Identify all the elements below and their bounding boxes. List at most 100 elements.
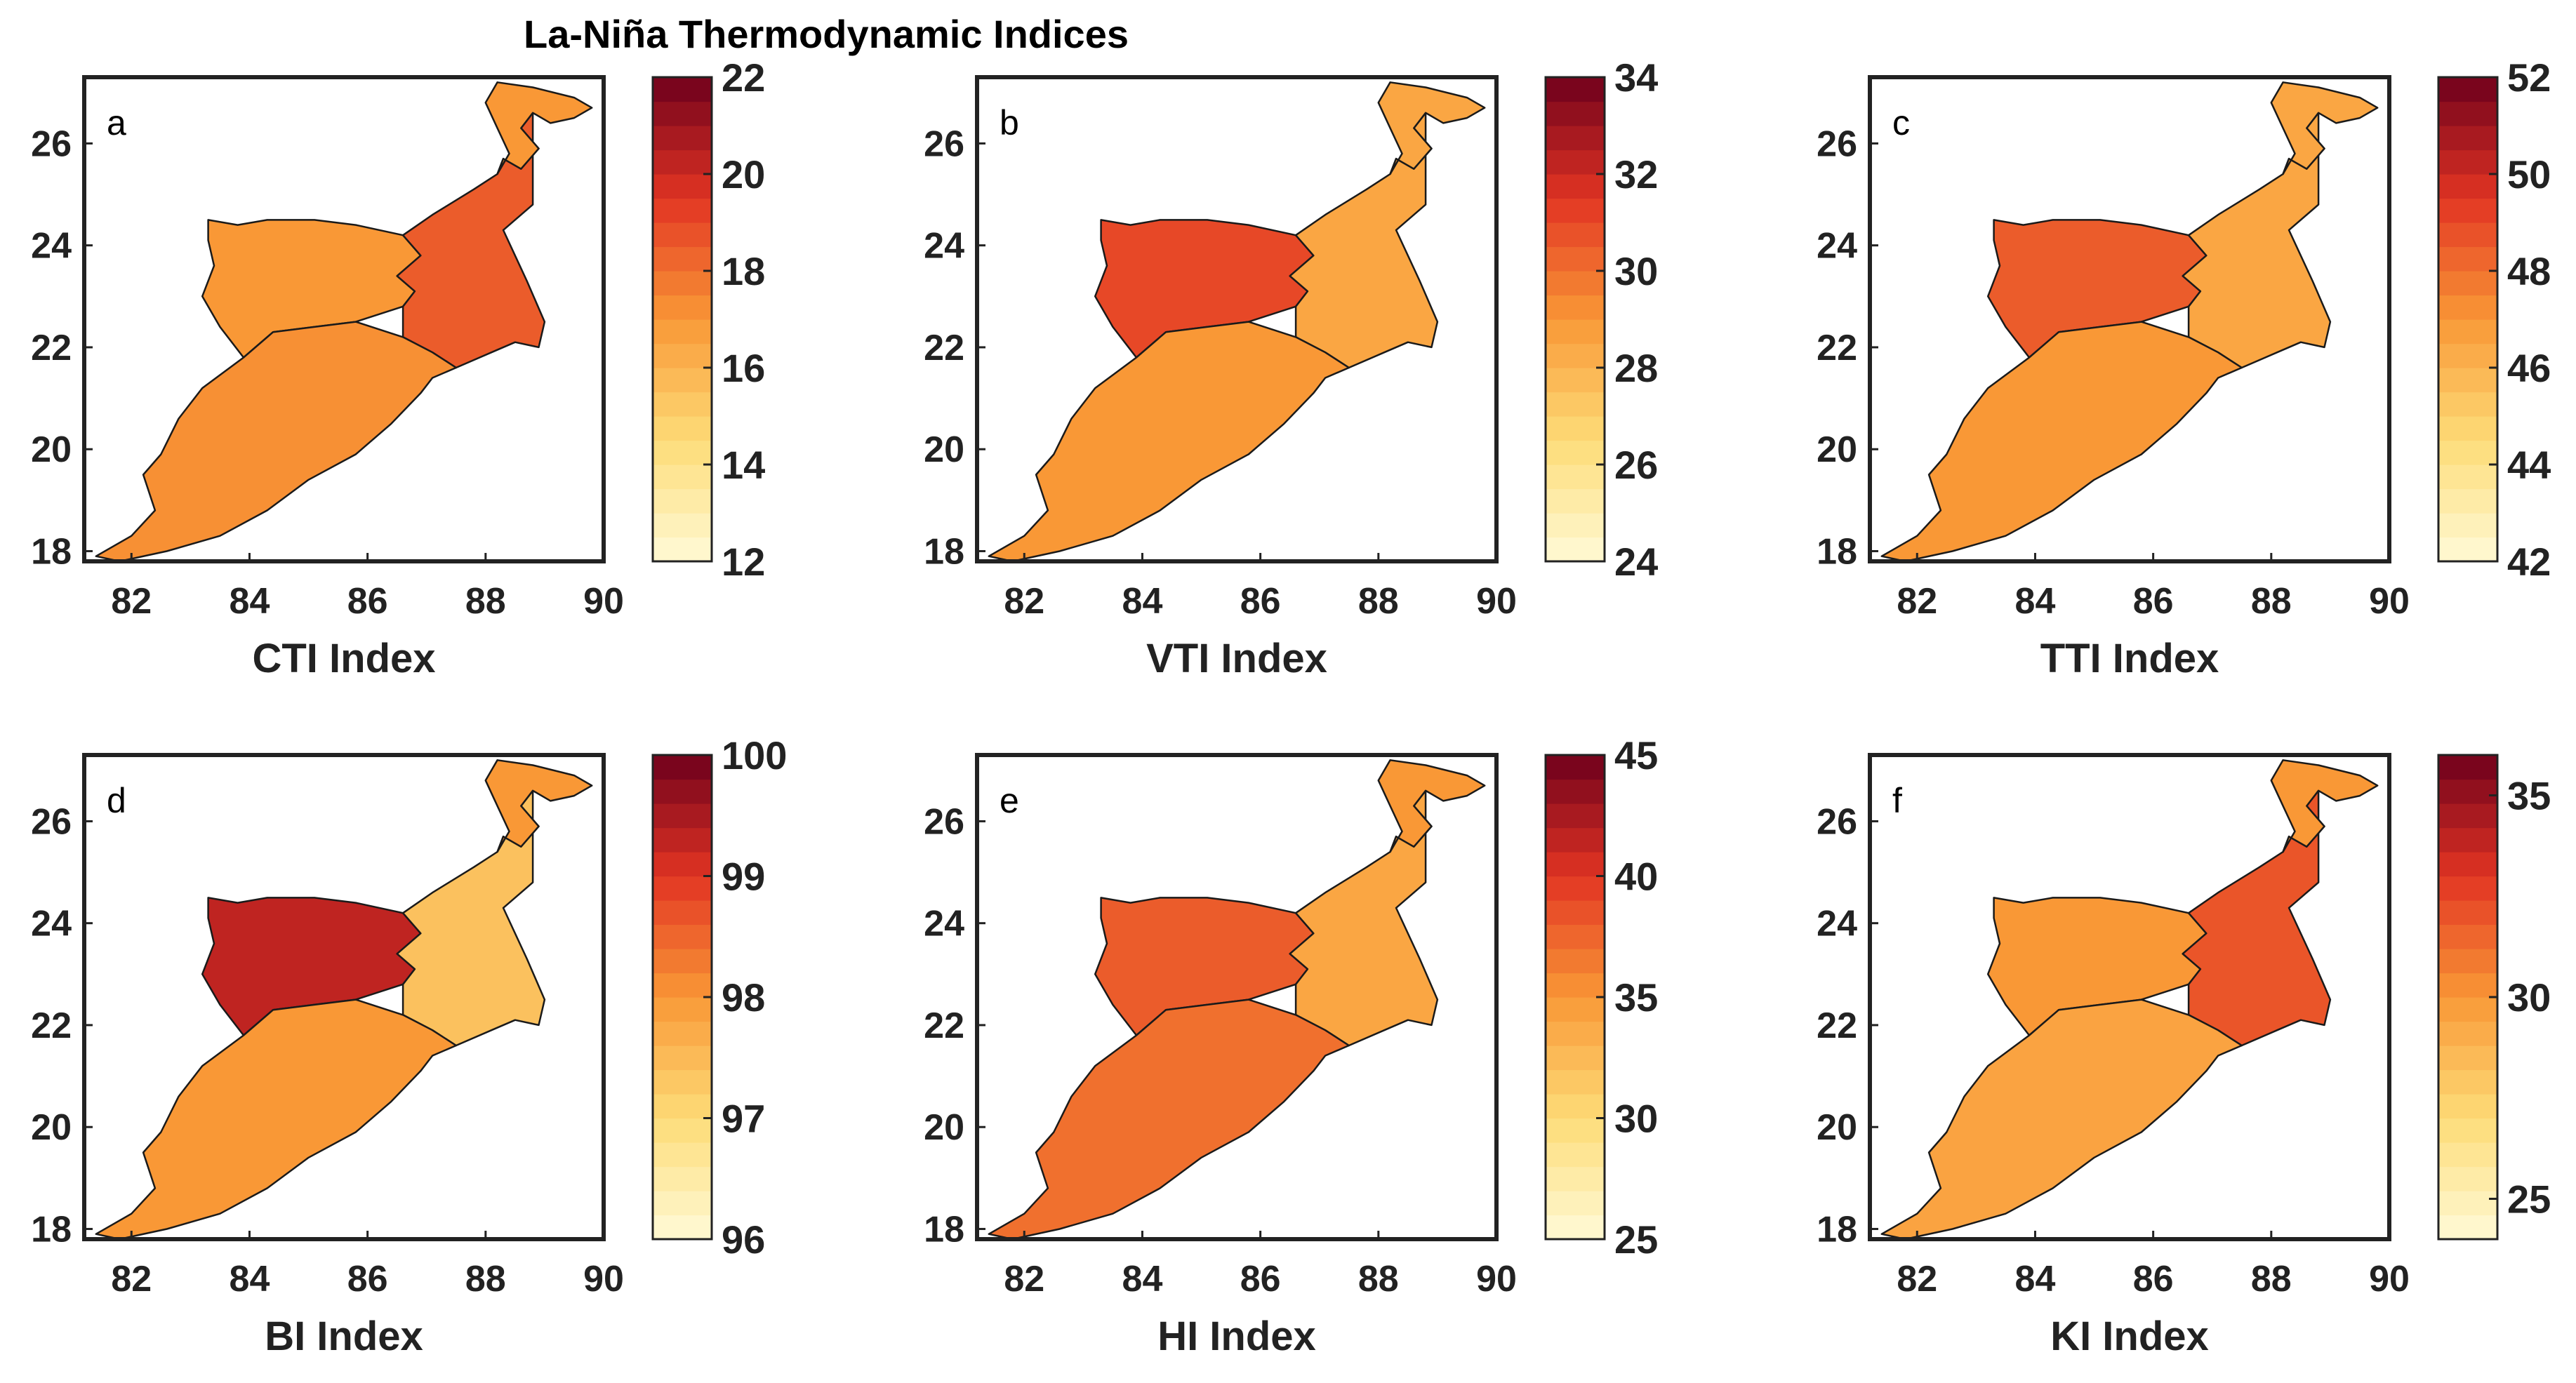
colorbar-step (653, 198, 712, 223)
x-tick-label: 84 (230, 581, 270, 622)
colorbar-step (1546, 465, 1605, 490)
colorbar-step (1546, 997, 1605, 1022)
x-axis-label: VTI Index (1146, 636, 1327, 681)
x-axis-label: HI Index (1157, 1314, 1316, 1359)
colorbar-step (2438, 198, 2497, 223)
colorbar-step (653, 343, 712, 368)
colorbar-tick-label: 16 (722, 346, 765, 390)
x-axis-label: BI Index (265, 1314, 423, 1359)
colorbar-step (2438, 392, 2497, 417)
colorbar-step (653, 779, 712, 804)
colorbar-tick-label: 40 (1614, 855, 1658, 899)
y-tick-label: 18 (1817, 1209, 1857, 1250)
colorbar-step (653, 997, 712, 1022)
region-north-tip (484, 759, 593, 853)
colorbar-step (2438, 488, 2497, 514)
colorbar-step (653, 416, 712, 441)
y-tick-label: 24 (31, 904, 72, 944)
colorbar-step (1546, 973, 1605, 998)
y-tick-label: 18 (924, 531, 964, 572)
colorbar-step (1546, 1142, 1605, 1168)
colorbar-step (2438, 246, 2497, 272)
colorbar-tick-label: 42 (2507, 540, 2551, 584)
colorbar-step (653, 900, 712, 926)
colorbar-step (1546, 440, 1605, 465)
region-south (1880, 321, 2243, 563)
colorbar: 24 26 28 30 32 34 (1544, 55, 1658, 584)
y-tick-label: 26 (924, 801, 964, 842)
colorbar-step (653, 440, 712, 465)
colorbar-step (2438, 1142, 2497, 1168)
panel-b: b 82 84 86 88 90 18 20 22 24 26 VTI Index 24 26 28 30 32… (924, 55, 1658, 681)
colorbar-step (1546, 537, 1605, 562)
x-tick-label: 84 (2015, 1259, 2056, 1300)
x-tick-label: 86 (2133, 1259, 2174, 1300)
colorbar-step (2438, 1215, 2497, 1240)
colorbar-step (2438, 416, 2497, 441)
colorbar-step (1546, 827, 1605, 853)
colorbar-step (653, 876, 712, 901)
colorbar-step (653, 1045, 712, 1071)
colorbar-step (653, 1118, 712, 1143)
colorbar-step (2438, 368, 2497, 393)
y-tick-label: 22 (924, 328, 964, 368)
colorbar-tick-label: 96 (722, 1217, 765, 1262)
y-tick-label: 20 (924, 1107, 964, 1148)
colorbar-tick-label: 46 (2507, 346, 2551, 390)
colorbar-step (653, 222, 712, 248)
y-tick-label: 22 (31, 328, 72, 368)
colorbar-step (653, 852, 712, 877)
colorbar-tick-label: 97 (722, 1097, 765, 1141)
x-tick-label: 90 (1476, 581, 1517, 622)
colorbar-step (653, 1021, 712, 1046)
colorbar-step (1546, 949, 1605, 974)
panel-c: c 82 84 86 88 90 18 20 22 24 26 TTI Index 42 44 46 48 50… (1817, 55, 2551, 681)
y-tick-label: 22 (31, 1005, 72, 1046)
panel-label: d (107, 781, 126, 820)
panel-label: b (1000, 103, 1019, 142)
colorbar-tick-label: 24 (1614, 540, 1658, 584)
axes-frame (975, 753, 1499, 1241)
region-south (988, 998, 1350, 1241)
region-north-tip (2270, 81, 2379, 175)
colorbar-tick-label: 52 (2507, 55, 2551, 100)
x-tick-label: 90 (2369, 1259, 2410, 1300)
colorbar-step (1546, 77, 1605, 102)
x-tick-label: 84 (1122, 1259, 1163, 1300)
colorbar-step (2438, 295, 2497, 320)
colorbar-tick-label: 99 (722, 855, 765, 899)
y-tick-label: 18 (31, 1209, 72, 1250)
colorbar-frame (2437, 76, 2499, 563)
region-south (95, 998, 458, 1241)
colorbar-step (653, 465, 712, 490)
colorbar-step (2438, 174, 2497, 199)
panel-a: a 82 84 86 88 90 18 20 22 24 26 CTI Index 12 14 16 18 20… (31, 55, 765, 681)
y-tick-label: 18 (924, 1209, 964, 1250)
panel-label: c (1892, 103, 1910, 142)
panel-f: f 82 84 86 88 90 18 20 22 24 26 KI Index 25 30 35 (1817, 753, 2551, 1359)
colorbar-step (653, 101, 712, 126)
colorbar: 25 30 35 40 45 (1544, 733, 1658, 1262)
colorbar-step (1546, 174, 1605, 199)
colorbar-step (1546, 1215, 1605, 1240)
colorbar-step (2438, 101, 2497, 126)
colorbar-step (653, 513, 712, 538)
panel-label: a (107, 103, 126, 142)
colorbar-step (2438, 465, 2497, 490)
colorbar-tick-label: 22 (722, 55, 765, 100)
colorbar-step (2438, 77, 2497, 102)
x-tick-label: 82 (111, 1259, 152, 1300)
x-tick-label: 90 (583, 581, 624, 622)
colorbar-step (1546, 295, 1605, 320)
colorbar-step (2438, 319, 2497, 345)
colorbar-step (653, 77, 712, 102)
colorbar-step (1546, 319, 1605, 345)
x-tick-label: 84 (230, 1259, 270, 1300)
colorbar-step (653, 1215, 712, 1240)
y-tick-label: 18 (31, 531, 72, 572)
y-tick-label: 22 (1817, 1005, 1857, 1046)
colorbar-step (653, 126, 712, 151)
colorbar-step (1546, 222, 1605, 248)
colorbar-step (2438, 949, 2497, 974)
